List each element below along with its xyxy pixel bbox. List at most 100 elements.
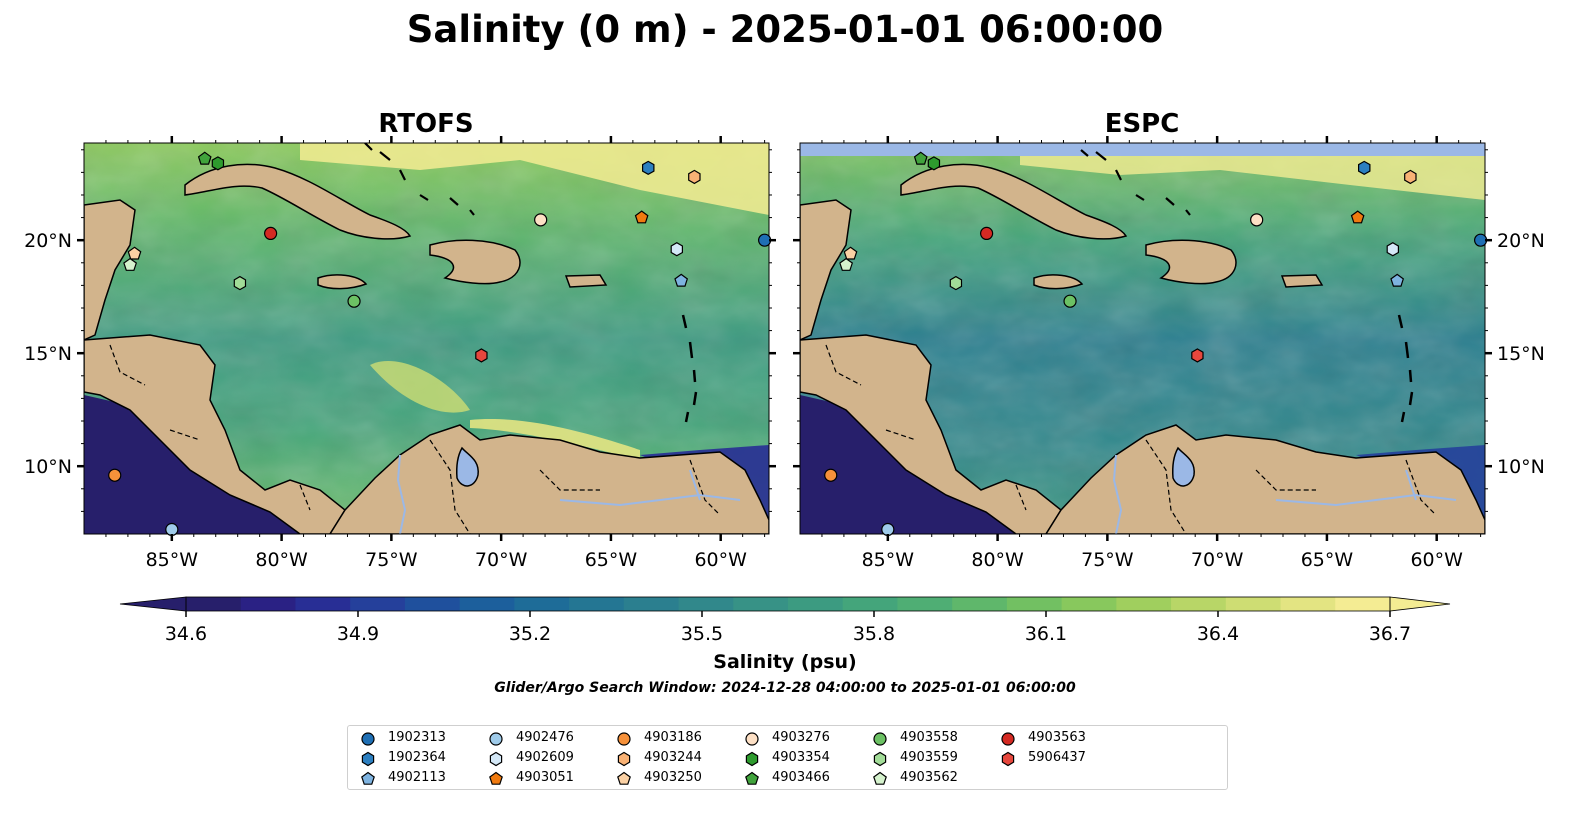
axis-ticks-rtofs: 85°W 80°W 75°W 70°W 65°W 60°W 20°N 15°N 10°N bbox=[24, 136, 776, 571]
colorbar-swatch bbox=[623, 597, 680, 611]
colorbar-label: Salinity (psu) bbox=[713, 651, 856, 673]
float-marker-4903186 bbox=[108, 468, 122, 482]
search-window-subtitle: Glider/Argo Search Window: 2024-12-28 04… bbox=[494, 680, 1076, 696]
float-marker-4903051 bbox=[1350, 210, 1365, 224]
legend-label: 4903559 bbox=[900, 750, 958, 765]
land-cuba-espc bbox=[900, 163, 1128, 240]
colorbar-swatch bbox=[295, 597, 351, 611]
float-marker-4902113 bbox=[674, 273, 689, 287]
lat-tick-label: 15°N bbox=[1497, 343, 1545, 365]
colorbar-swatch bbox=[1335, 597, 1391, 611]
float-marker-4902113 bbox=[1390, 273, 1405, 287]
legend-marker-1902313 bbox=[361, 732, 375, 746]
panel-rtofs: RTOFS 85°W 80°W 75°W 70°W 65°W 60°W 20°N 15°N 10… bbox=[24, 109, 776, 571]
float-markers-espc bbox=[824, 151, 1488, 537]
legend-marker-4903186 bbox=[617, 732, 631, 746]
legend-marker-4903563 bbox=[1001, 732, 1015, 746]
lon-tick-label: 70°W bbox=[1191, 549, 1244, 571]
lon-tick-label: 70°W bbox=[475, 549, 528, 571]
legend-label: 4903186 bbox=[644, 730, 702, 745]
legend-label: 1902364 bbox=[388, 750, 446, 765]
colorbar-tick-label: 36.4 bbox=[1197, 623, 1239, 645]
colorbar-swatch bbox=[897, 597, 953, 611]
colorbar-tick-label: 35.8 bbox=[853, 623, 895, 645]
lesser-antilles-rtofs bbox=[681, 314, 698, 423]
bahamas-rtofs bbox=[364, 143, 475, 216]
legend-label: 4902476 bbox=[516, 730, 574, 745]
colorbar-swatch bbox=[404, 597, 461, 611]
lon-tick-label: 60°W bbox=[1410, 549, 1463, 571]
float-marker-1902313 bbox=[758, 233, 772, 247]
lat-tick-label: 20°N bbox=[1497, 230, 1545, 252]
rivers-rtofs bbox=[396, 454, 741, 534]
panel-espc: ESPC 85°W 80°W 75°W 70°W 65°W 60°W 20°N 15°N 10°… bbox=[793, 109, 1545, 571]
float-marker-4902476 bbox=[165, 522, 179, 537]
colorbar-tick-label: 35.2 bbox=[509, 623, 551, 645]
panel-title-rtofs: RTOFS bbox=[378, 109, 473, 139]
lake-maracaibo-espc bbox=[1172, 446, 1195, 487]
legend-marker-4902609 bbox=[489, 751, 503, 767]
float-legend: 1902313 1902364 4902113 4902476 4902609 49030… bbox=[347, 725, 1228, 790]
lon-tick-label: 85°W bbox=[146, 549, 199, 571]
float-marker-1902364 bbox=[641, 160, 655, 175]
legend-label: 4903558 bbox=[900, 730, 958, 745]
panel-title-espc: ESPC bbox=[1105, 109, 1180, 139]
legend-marker-4902113 bbox=[361, 771, 375, 785]
float-marker-4903354 bbox=[927, 156, 941, 171]
float-marker-4903244 bbox=[1404, 169, 1417, 185]
colorbar-swatch bbox=[514, 597, 570, 611]
legend-label: 1902313 bbox=[388, 730, 446, 745]
bahamas-espc bbox=[1080, 149, 1191, 216]
colorbar-swatch bbox=[350, 597, 406, 611]
float-marker-4903563 bbox=[980, 226, 994, 241]
float-marker-4903558 bbox=[1063, 294, 1077, 308]
legend-marker-4903244 bbox=[617, 751, 631, 767]
legend-marker-4903051 bbox=[489, 771, 503, 785]
legend-marker-1902364 bbox=[361, 751, 375, 767]
legend-marker-4902476 bbox=[489, 732, 503, 746]
float-marker-4903562 bbox=[839, 257, 854, 271]
colorbar-swatch bbox=[733, 597, 789, 611]
colorbar-swatch bbox=[1116, 597, 1172, 611]
colorbar-tick-label: 36.1 bbox=[1025, 623, 1067, 645]
colorbar-extend-low bbox=[119, 596, 187, 612]
land-puerto-rico-espc bbox=[1280, 274, 1324, 288]
land-south-america-espc bbox=[1045, 424, 1485, 534]
land-cuba-rtofs bbox=[184, 163, 412, 240]
colorbar-tick-label: 36.7 bbox=[1369, 623, 1411, 645]
axis-ticks-espc: 85°W 80°W 75°W 70°W 65°W 60°W 20°N 15°N 10°N bbox=[793, 136, 1545, 571]
colorbar-swatch bbox=[788, 597, 844, 611]
legend-marker-4903562 bbox=[873, 771, 887, 785]
legend-label: 4903250 bbox=[644, 770, 702, 785]
borders-espc bbox=[825, 344, 1437, 534]
float-marker-4903466 bbox=[197, 151, 212, 165]
map-frame-espc bbox=[799, 142, 1486, 535]
lon-tick-label: 65°W bbox=[585, 549, 638, 571]
float-marker-4902609 bbox=[670, 242, 684, 257]
colorbar: 34.6 34.9 35.2 35.5 35.8 36.1 36.4 36.7 Salinit… bbox=[119, 596, 1451, 673]
lat-tick-label: 10°N bbox=[24, 456, 72, 478]
lon-tick-label: 80°W bbox=[255, 549, 308, 571]
legend-label: 4903354 bbox=[772, 750, 830, 765]
colorbar-swatch bbox=[678, 597, 734, 611]
lon-tick-label: 75°W bbox=[1081, 549, 1134, 571]
float-marker-4903354 bbox=[211, 156, 225, 171]
colorbar-swatch bbox=[240, 597, 296, 611]
legend-label: 4903563 bbox=[1028, 730, 1086, 745]
legend-label: 4903276 bbox=[772, 730, 830, 745]
colorbar-ticks: 34.6 34.9 35.2 35.5 35.8 36.1 36.4 36.7 bbox=[165, 611, 1411, 645]
float-marker-5906437 bbox=[1191, 348, 1204, 363]
float-marker-4903250 bbox=[843, 246, 858, 260]
colorbar-extend-high bbox=[1389, 596, 1451, 612]
map-frame-rtofs bbox=[83, 142, 770, 535]
lat-tick-label: 15°N bbox=[24, 343, 72, 365]
float-marker-4903559 bbox=[233, 275, 247, 291]
rivers-espc bbox=[1112, 454, 1457, 534]
lon-tick-label: 60°W bbox=[694, 549, 747, 571]
land-yucatan-rtofs bbox=[84, 199, 136, 341]
legend-label: 4903562 bbox=[900, 770, 958, 785]
legend-marker-5906437 bbox=[1001, 751, 1015, 767]
legend-label: 4903051 bbox=[516, 770, 574, 785]
legend-marker-4903276 bbox=[745, 732, 759, 746]
lon-tick-label: 80°W bbox=[971, 549, 1024, 571]
